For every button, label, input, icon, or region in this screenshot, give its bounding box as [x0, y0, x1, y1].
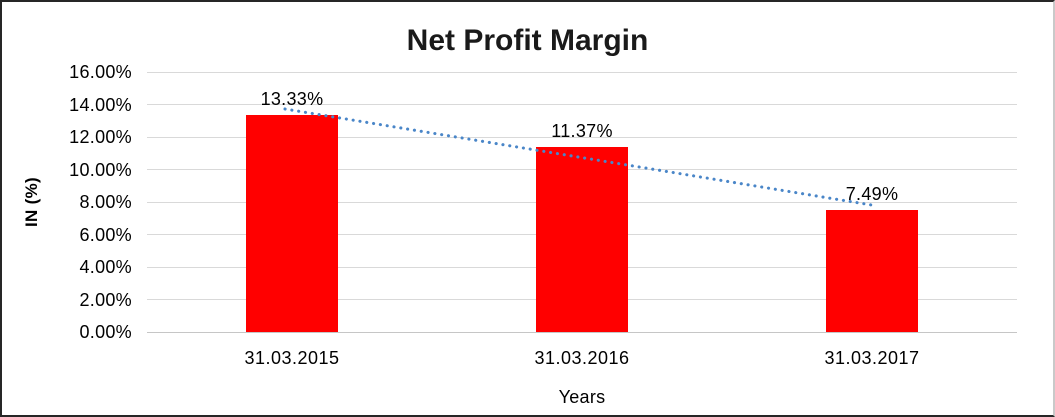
- x-tick-label: 31.03.2017: [824, 348, 920, 368]
- y-tick-label: 10.00%: [69, 159, 132, 180]
- y-axis-title: IN (%): [22, 177, 41, 227]
- gridline: [147, 104, 1017, 105]
- bar-31.03.2017: [826, 210, 918, 332]
- y-tick-label: 2.00%: [79, 289, 132, 310]
- y-tick-label: 14.00%: [69, 94, 132, 115]
- y-tick-label: 8.00%: [79, 192, 132, 212]
- chart-title: Net Profit Margin: [406, 24, 649, 57]
- gridline: [147, 71, 1017, 73]
- bar-31.03.2015: [246, 115, 338, 332]
- x-tick-label: 31.03.2016: [534, 348, 630, 368]
- x-axis-title: Years: [558, 387, 606, 407]
- bar-31.03.2016: [536, 147, 628, 332]
- x-tick-label: 31.03.2015: [244, 348, 340, 368]
- y-tick-label: 6.00%: [79, 224, 132, 245]
- y-tick-label: 12.00%: [69, 127, 132, 147]
- bar-value-label: 11.37%: [551, 121, 613, 142]
- y-tick-label: 4.00%: [79, 257, 132, 277]
- bar-value-label: 13.33%: [260, 89, 324, 110]
- y-tick-label: 16.00%: [69, 62, 132, 82]
- y-tick-label: 0.00%: [79, 322, 132, 342]
- x-axis-line: [147, 331, 1017, 333]
- bar-value-label: 7.49%: [845, 184, 899, 205]
